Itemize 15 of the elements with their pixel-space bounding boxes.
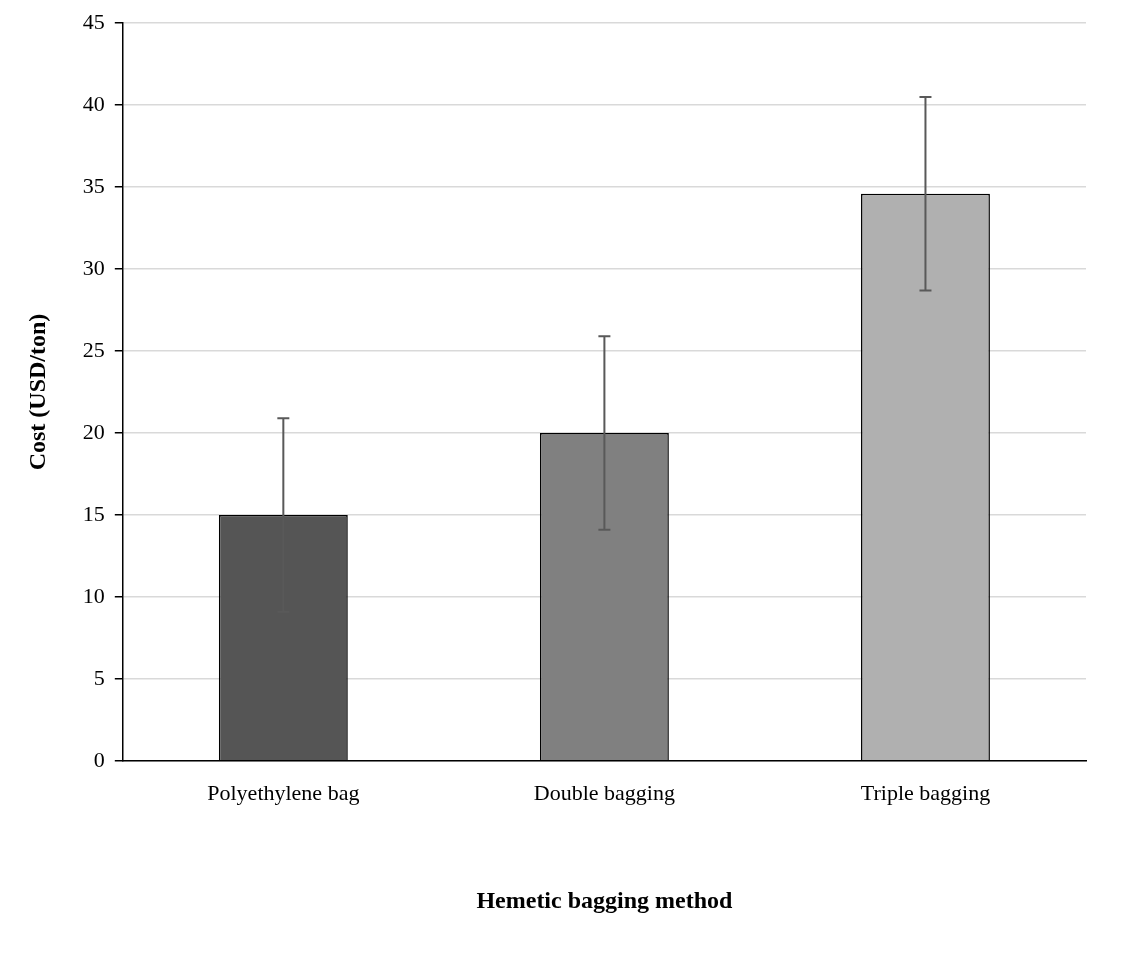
x-tick-label: Double bagging (533, 779, 675, 805)
y-tick-label: 20 (82, 418, 105, 444)
y-tick-label: 0 (93, 746, 105, 772)
y-tick-label: 35 (82, 172, 105, 198)
y-axis-title: Cost (USD/ton) (23, 313, 50, 471)
y-tick-label: 30 (82, 254, 105, 280)
y-tick-label: 45 (82, 8, 105, 34)
y-tick-label: 5 (93, 664, 105, 690)
y-tick-label: 40 (82, 90, 105, 116)
y-tick-label: 25 (82, 336, 105, 362)
x-axis-title: Hemetic bagging method (476, 886, 734, 913)
y-tick-label: 10 (82, 582, 105, 608)
x-tick-label: Polyethylene bag (207, 779, 360, 805)
x-tick-label: Triple bagging (860, 779, 991, 805)
y-tick-label: 15 (82, 500, 105, 526)
